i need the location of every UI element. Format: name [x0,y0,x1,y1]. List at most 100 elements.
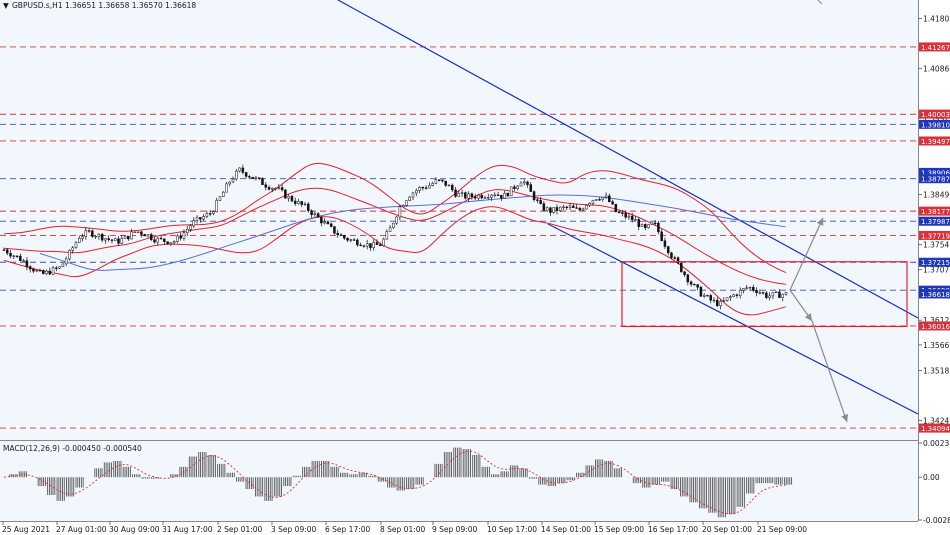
price-badge [919,174,950,184]
price-tick-label: 1.39925 [923,114,950,123]
time-tick-label: 14 Sep 01:00 [541,525,591,534]
candle-body [509,186,513,197]
candle-body [61,263,65,267]
candlestick [127,235,130,241]
price-badge [919,289,950,299]
candlestick [594,199,598,201]
candlestick [303,201,307,206]
candle-body [630,215,634,221]
candle-body [127,235,130,240]
bollinger-upper-band [3,162,787,274]
macd-indicator [3,447,793,518]
candlestick [470,192,474,200]
candle-body [218,196,222,201]
candlestick [640,223,644,227]
price-tick-label: 1.37545 [923,241,950,250]
candlestick [575,203,578,209]
candlestick [496,191,500,196]
candle-body [375,242,379,245]
candlestick [110,239,114,244]
candle-body [45,270,48,275]
candlestick [349,238,353,243]
candlestick [326,220,330,225]
support-zone-rectangle [621,261,908,328]
candle-body [686,274,690,283]
candle-body [323,221,326,224]
candlestick [706,294,709,297]
candlestick [356,238,359,247]
candle-body [401,205,405,208]
candlestick [699,285,703,297]
candlestick [264,182,268,191]
candle-body [768,295,771,298]
candle-body [437,179,441,181]
candle-body [732,294,735,297]
candle-body [205,213,209,217]
candle-body [519,182,523,187]
candle-body [365,243,369,247]
candle-body [640,224,644,227]
candle-body [156,237,160,243]
candle-body [421,187,425,189]
candle-body [457,193,461,197]
candlestick [722,297,726,303]
price-badge-label: 1.36618 [921,291,950,299]
candle-body [395,216,398,224]
candle-body [522,181,526,184]
candlestick [235,168,238,181]
candlestick [585,204,588,210]
candlestick [614,203,618,213]
candlestick [696,284,699,291]
candle-body [379,244,382,247]
candlestick [532,190,536,202]
candlestick [748,286,752,291]
candle-body [516,185,519,189]
candle-body [591,199,595,204]
menu-arrow-icon[interactable]: ▼ [3,1,9,10]
candlestick [735,293,739,299]
candlestick [140,230,143,238]
candlestick [12,254,16,260]
candle-body [428,185,431,189]
candle-body [343,235,346,239]
candle-body [480,194,483,199]
candlestick [483,195,487,199]
candlestick [506,192,510,197]
candle-body [166,241,169,245]
candlestick [166,241,169,245]
candle-body [238,167,241,172]
bollinger-lower-band [3,206,787,316]
candlestick [68,249,71,261]
candle-body [195,217,199,221]
candle-body [199,217,202,220]
candle-body [388,227,392,232]
candle-body [212,211,215,214]
candle-body [558,206,562,211]
candlestick [169,242,173,247]
candle-body [621,212,624,214]
candle-body [172,241,176,243]
candlestick [467,191,470,202]
candlestick [107,235,110,242]
price-badges: 1.41267 1.40003 1.39810 1.39497 1.389061.387… [919,42,950,433]
candlestick [199,217,202,223]
candlestick [666,245,670,256]
candlestick [719,299,722,310]
candlestick [382,237,385,247]
candle-body [729,296,732,298]
candlestick [460,189,464,197]
bollinger-middle-band [3,187,787,285]
macd-tick-label: 0.00 [923,473,940,482]
candle-body [143,234,146,237]
candlestick [709,293,712,304]
candlestick [392,222,395,229]
candle-body [248,176,251,178]
candlestick [447,183,451,187]
price-badge-label: 1.37215 [921,259,950,267]
projection-arrows [789,0,849,423]
price-badge [919,167,950,177]
time-axis: 25 Aug 2021 27 Aug 01:00 30 Aug 09:00 31 Au… [2,521,807,534]
candle-body [765,292,768,298]
candle-body [650,222,654,225]
